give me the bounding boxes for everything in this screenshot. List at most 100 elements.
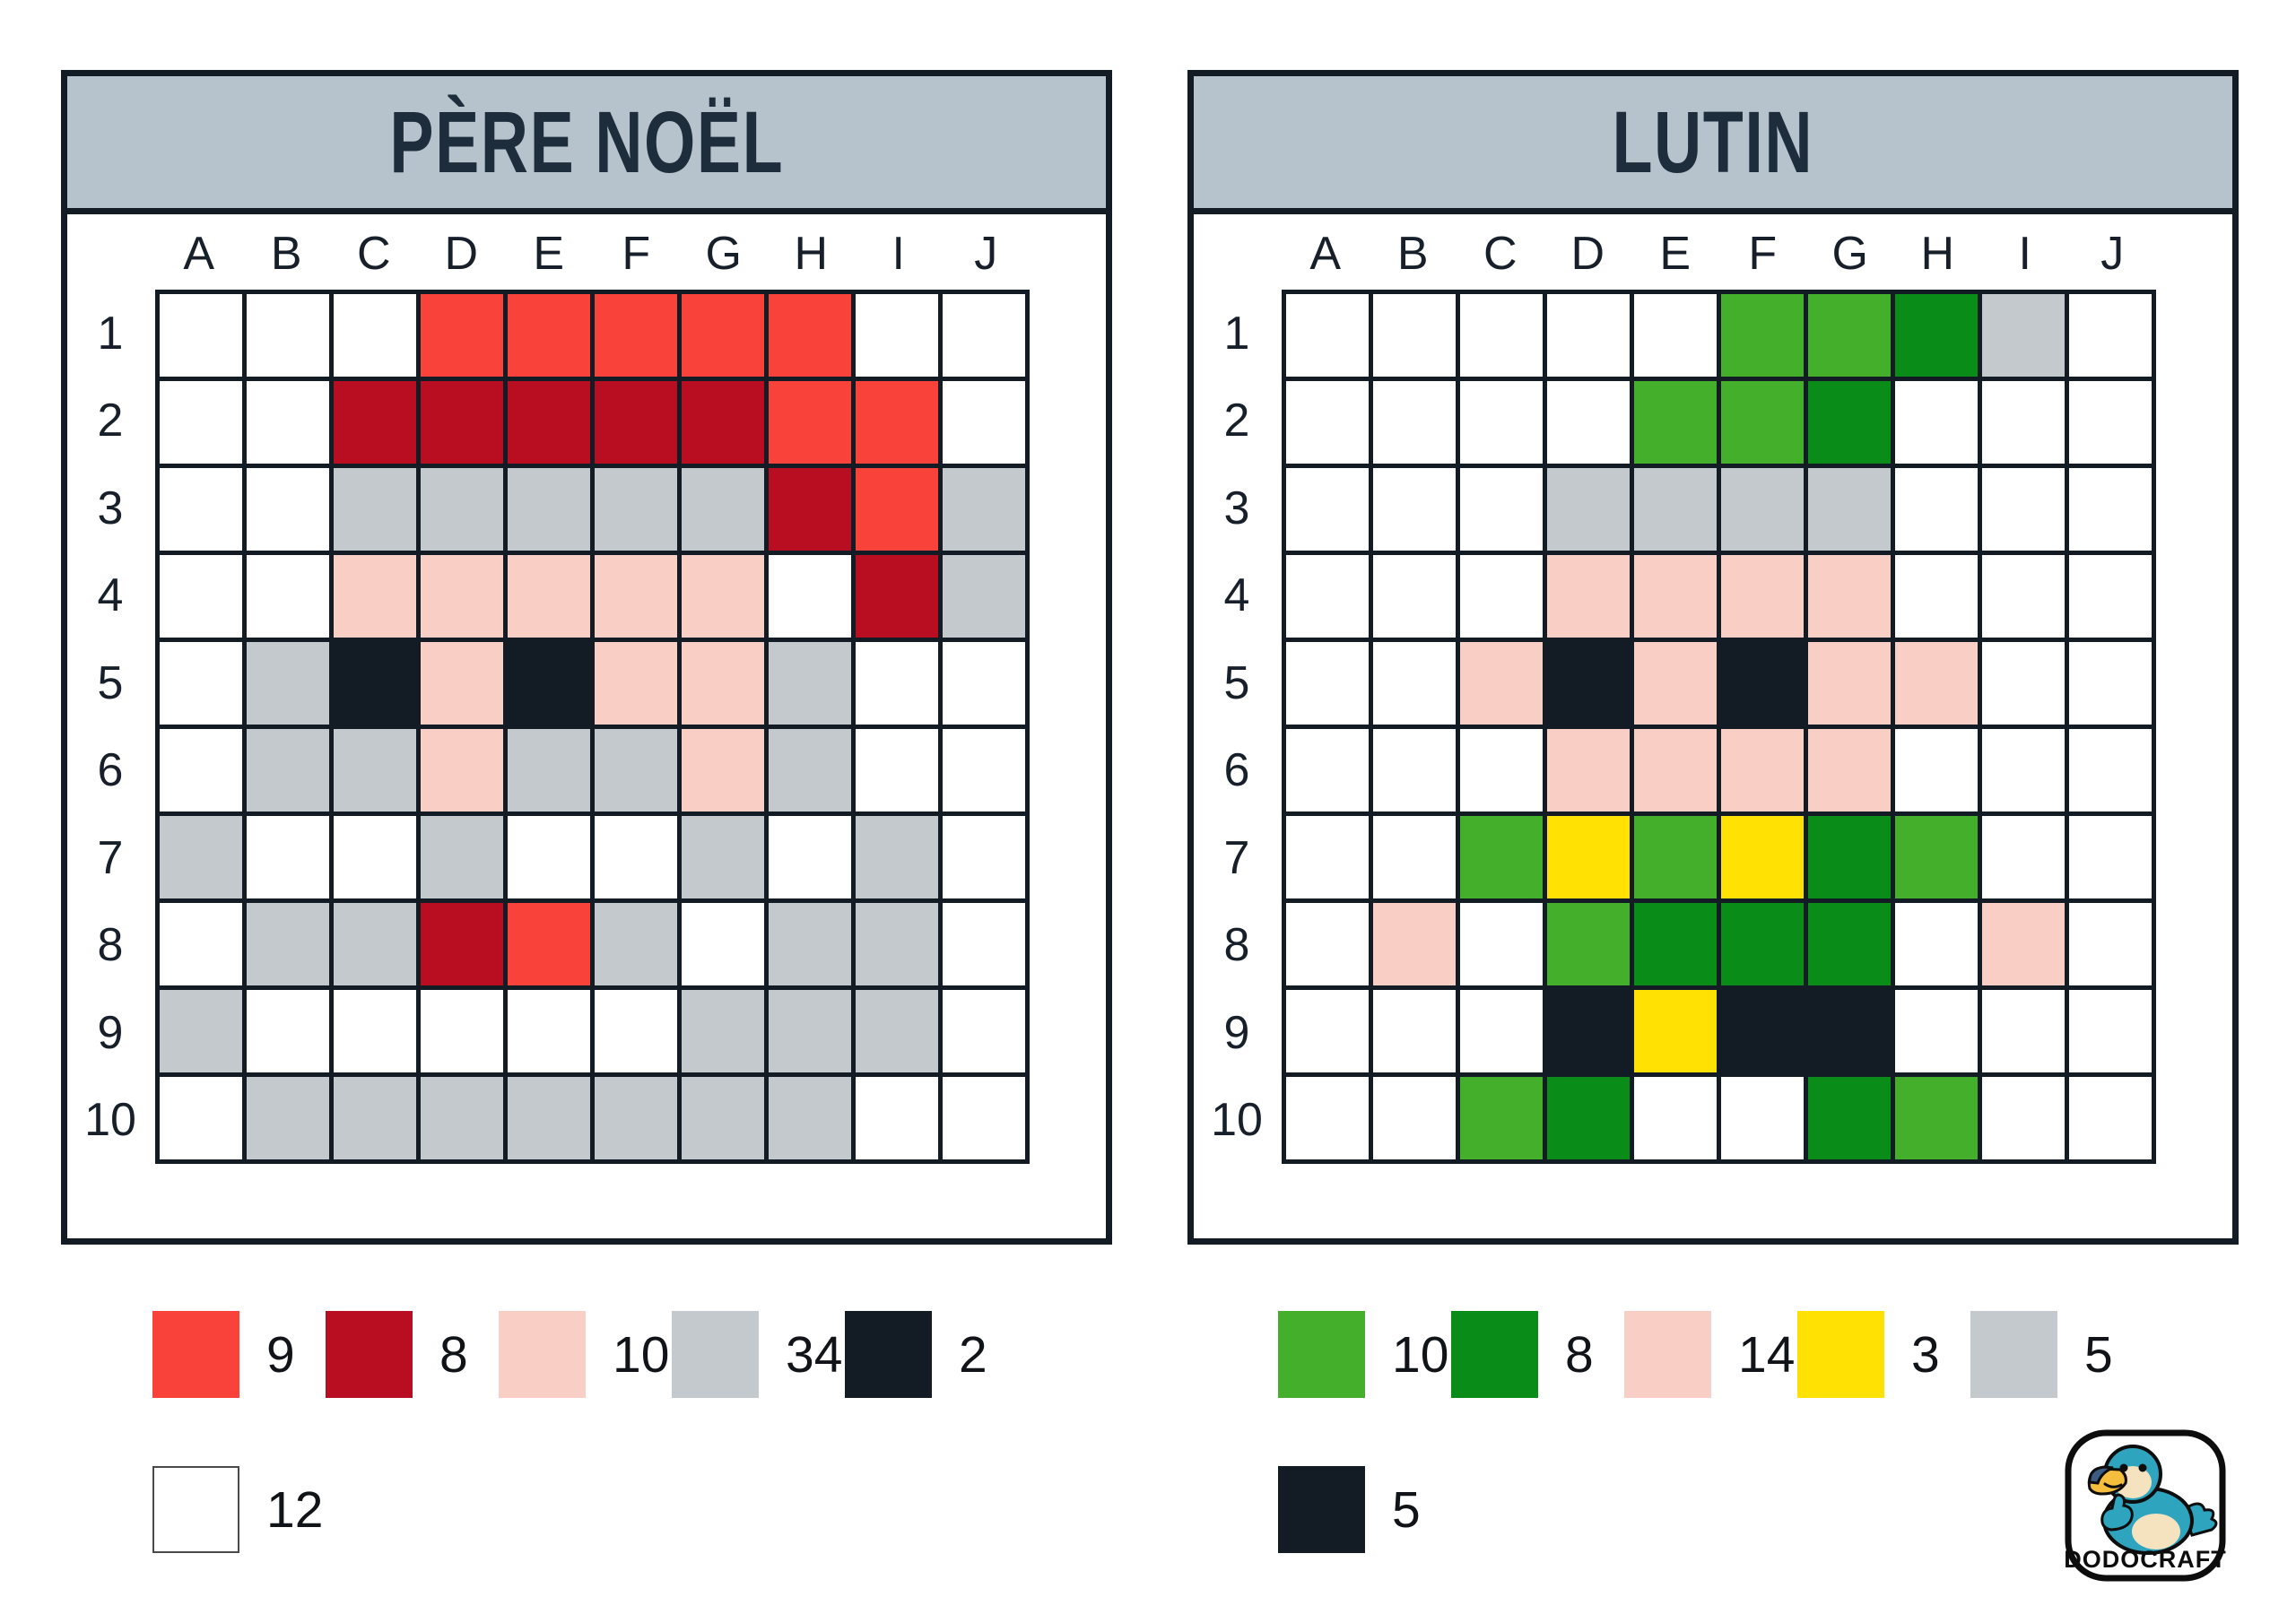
column-label-C: C xyxy=(356,228,391,280)
column-label-E: E xyxy=(533,228,565,280)
cell-E2 xyxy=(1634,381,1717,464)
cell-F6 xyxy=(595,729,677,812)
cell-C5 xyxy=(334,642,416,725)
cell-B6 xyxy=(1373,729,1456,812)
cell-J1 xyxy=(2069,294,2152,377)
column-label-J: J xyxy=(974,228,998,280)
cell-B2 xyxy=(1373,381,1456,464)
column-label-A: A xyxy=(1309,228,1342,280)
legend-swatch-black xyxy=(1278,1466,1365,1553)
column-label-F: F xyxy=(1748,228,1778,280)
cell-I10 xyxy=(1982,1077,2065,1159)
row-label-1: 1 xyxy=(1223,307,1250,360)
cell-I10 xyxy=(856,1077,938,1159)
column-label-E: E xyxy=(1659,228,1692,280)
cell-C9 xyxy=(1460,990,1543,1072)
cell-D6 xyxy=(421,729,503,812)
cell-J9 xyxy=(2069,990,2152,1072)
cell-F6 xyxy=(1721,729,1804,812)
cell-E4 xyxy=(508,555,590,638)
column-label-D: D xyxy=(1570,228,1605,280)
cell-B8 xyxy=(247,903,329,985)
legend-swatch-darkred xyxy=(326,1311,413,1398)
cell-D1 xyxy=(1547,294,1630,377)
cell-A8 xyxy=(1286,903,1369,985)
cell-D9 xyxy=(421,990,503,1072)
cell-F4 xyxy=(595,555,677,638)
cell-H8 xyxy=(1895,903,1978,985)
cell-A10 xyxy=(1286,1077,1369,1159)
column-label-H: H xyxy=(794,228,829,280)
cell-G5 xyxy=(1808,642,1891,725)
cell-C5 xyxy=(1460,642,1543,725)
cell-E6 xyxy=(508,729,590,812)
cell-H10 xyxy=(1895,1077,1978,1159)
cell-E4 xyxy=(1634,555,1717,638)
cell-D9 xyxy=(1547,990,1630,1072)
legend-count: 10 xyxy=(613,1325,670,1384)
cell-I3 xyxy=(1982,468,2065,551)
cell-G2 xyxy=(682,381,764,464)
column-label-B: B xyxy=(1396,228,1429,280)
row-label-5: 5 xyxy=(1223,656,1250,709)
cell-E6 xyxy=(1634,729,1717,812)
column-label-D: D xyxy=(444,228,479,280)
column-label-G: G xyxy=(705,228,742,280)
cell-A2 xyxy=(160,381,242,464)
cell-G3 xyxy=(1808,468,1891,551)
cell-I2 xyxy=(1982,381,2065,464)
pixel-grid-pere-noel xyxy=(155,290,1030,1164)
cell-D7 xyxy=(421,816,503,898)
cell-E2 xyxy=(508,381,590,464)
cell-B4 xyxy=(1373,555,1456,638)
cell-C6 xyxy=(334,729,416,812)
cell-D3 xyxy=(421,468,503,551)
cell-I4 xyxy=(1982,555,2065,638)
cell-H10 xyxy=(769,1077,851,1159)
cell-G6 xyxy=(682,729,764,812)
cell-C10 xyxy=(334,1077,416,1159)
cell-J5 xyxy=(943,642,1025,725)
row-label-3: 3 xyxy=(1223,482,1250,534)
legend-count: 5 xyxy=(2084,1325,2113,1384)
column-label-I: I xyxy=(2018,228,2031,280)
row-label-4: 4 xyxy=(97,569,124,622)
cell-F4 xyxy=(1721,555,1804,638)
column-label-J: J xyxy=(2100,228,2125,280)
legend-count: 5 xyxy=(1392,1480,1421,1539)
cell-H1 xyxy=(769,294,851,377)
legend-swatch-pink xyxy=(1624,1311,1711,1398)
cell-J8 xyxy=(2069,903,2152,985)
cell-F10 xyxy=(595,1077,677,1159)
cell-E10 xyxy=(1634,1077,1717,1159)
cell-F9 xyxy=(1721,990,1804,1072)
cell-C10 xyxy=(1460,1077,1543,1159)
cell-G5 xyxy=(682,642,764,725)
cell-F10 xyxy=(1721,1077,1804,1159)
cell-C7 xyxy=(334,816,416,898)
cell-B10 xyxy=(1373,1077,1456,1159)
cell-J2 xyxy=(943,381,1025,464)
cell-H5 xyxy=(1895,642,1978,725)
cell-E7 xyxy=(1634,816,1717,898)
cell-H9 xyxy=(769,990,851,1072)
cell-C4 xyxy=(334,555,416,638)
legend-item-gray: 5 xyxy=(1970,1311,2113,1398)
column-label-G: G xyxy=(1831,228,1868,280)
cell-D8 xyxy=(1547,903,1630,985)
row-label-8: 8 xyxy=(97,919,124,972)
cell-B6 xyxy=(247,729,329,812)
cell-H9 xyxy=(1895,990,1978,1072)
cell-H3 xyxy=(1895,468,1978,551)
cell-D10 xyxy=(421,1077,503,1159)
row-labels: 1 2 3 4 5 6 7 8 9 10 xyxy=(73,290,148,1164)
cell-A4 xyxy=(1286,555,1369,638)
pixel-grid-lutin xyxy=(1282,290,2156,1164)
cell-A1 xyxy=(1286,294,1369,377)
cell-G10 xyxy=(1808,1077,1891,1159)
column-label-A: A xyxy=(183,228,215,280)
cell-J6 xyxy=(2069,729,2152,812)
cell-E5 xyxy=(508,642,590,725)
cell-I6 xyxy=(856,729,938,812)
